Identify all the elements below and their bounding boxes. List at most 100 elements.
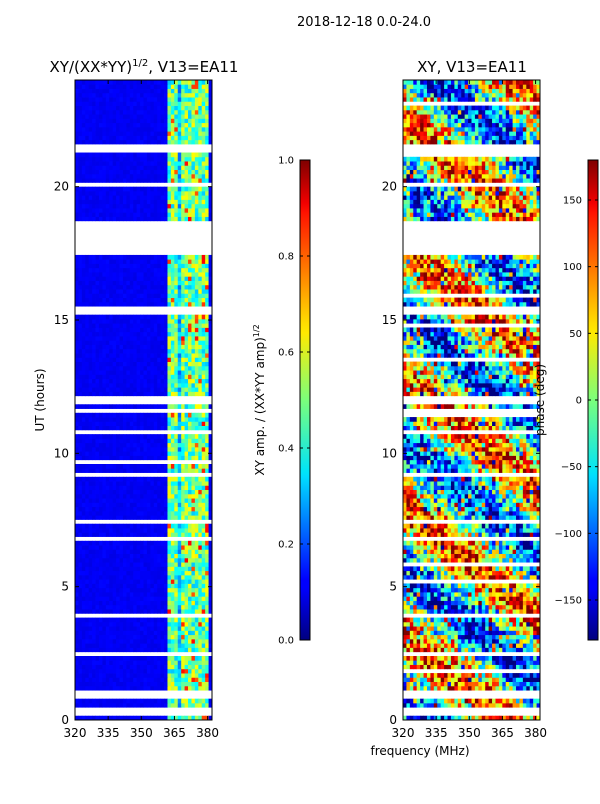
amplitude-heatmap-cell bbox=[120, 545, 124, 550]
amplitude-heatmap-cell bbox=[133, 635, 137, 640]
amplitude-heatmap-cell bbox=[205, 135, 209, 140]
amplitude-heatmap-cell bbox=[191, 259, 195, 264]
amplitude-heatmap-cell bbox=[174, 259, 178, 264]
amplitude-heatmap-cell bbox=[99, 438, 103, 443]
amplitude-heatmap-cell bbox=[82, 545, 86, 550]
amplitude-heatmap-cell bbox=[157, 571, 161, 576]
amplitude-heatmap-cell bbox=[99, 391, 103, 396]
amplitude-heatmap-cell bbox=[89, 212, 93, 217]
amplitude-heatmap-cell bbox=[174, 677, 178, 682]
amplitude-heatmap-cell bbox=[120, 677, 124, 682]
amplitude-heatmap-cell bbox=[120, 323, 124, 328]
amplitude-heatmap-cell bbox=[188, 323, 192, 328]
amplitude-heatmap-cell bbox=[195, 635, 199, 640]
amplitude-heatmap-cell bbox=[102, 366, 106, 371]
amplitude-heatmap-cell bbox=[113, 404, 117, 409]
amplitude-heatmap-cell bbox=[89, 353, 93, 358]
amplitude-heatmap-cell bbox=[78, 89, 82, 94]
amplitude-heatmap-cell bbox=[102, 187, 106, 192]
amplitude-heatmap-cell bbox=[102, 575, 106, 580]
amplitude-heatmap-cell bbox=[174, 366, 178, 371]
amplitude-heatmap-cell bbox=[171, 170, 175, 175]
amplitude-heatmap-cell bbox=[150, 601, 154, 606]
amplitude-heatmap-cell bbox=[147, 618, 151, 623]
amplitude-heatmap-cell bbox=[157, 609, 161, 614]
amplitude-heatmap-cell bbox=[137, 285, 141, 290]
amplitude-heatmap-cell bbox=[78, 84, 82, 89]
amplitude-heatmap-cell bbox=[106, 438, 110, 443]
amplitude-heatmap-cell bbox=[147, 276, 151, 281]
amplitude-heatmap-cell bbox=[89, 665, 93, 670]
amplitude-heatmap-cell bbox=[82, 174, 86, 179]
amplitude-heatmap-cell bbox=[89, 97, 93, 102]
amplitude-heatmap-cell bbox=[106, 362, 110, 367]
amplitude-heatmap-cell bbox=[123, 665, 127, 670]
amplitude-heatmap-cell bbox=[96, 703, 100, 708]
amplitude-heatmap-cell bbox=[154, 315, 158, 320]
amplitude-heatmap-cell bbox=[140, 592, 144, 597]
amplitude-heatmap-cell bbox=[99, 443, 103, 448]
amplitude-heatmap-cell bbox=[92, 686, 96, 691]
amplitude-heatmap-cell bbox=[154, 323, 158, 328]
amplitude-heatmap-cell bbox=[178, 639, 182, 644]
amplitude-heatmap-cell bbox=[78, 468, 82, 473]
amplitude-heatmap-cell bbox=[116, 451, 120, 456]
amplitude-heatmap-cell bbox=[113, 293, 117, 298]
amplitude-heatmap-cell bbox=[99, 370, 103, 375]
amplitude-heatmap-cell bbox=[205, 174, 209, 179]
amplitude-heatmap-cell bbox=[188, 140, 192, 145]
amplitude-heatmap-cell bbox=[133, 276, 137, 281]
amplitude-heatmap-cell bbox=[157, 255, 161, 260]
amplitude-heatmap-cell bbox=[147, 298, 151, 303]
amplitude-heatmap-cell bbox=[85, 353, 89, 358]
amplitude-heatmap-cell bbox=[191, 562, 195, 567]
amplitude-heatmap-cell bbox=[174, 686, 178, 691]
amplitude-heatmap-cell bbox=[178, 622, 182, 627]
amplitude-heatmap-cell bbox=[92, 293, 96, 298]
amplitude-heatmap-cell bbox=[178, 605, 182, 610]
amplitude-heatmap-cell bbox=[109, 332, 113, 337]
amplitude-heatmap-cell bbox=[116, 562, 120, 567]
amplitude-heatmap-cell bbox=[174, 438, 178, 443]
amplitude-heatmap-cell bbox=[96, 89, 100, 94]
amplitude-heatmap-cell bbox=[164, 699, 168, 704]
amplitude-heatmap-cell bbox=[202, 421, 206, 426]
amplitude-heatmap-cell bbox=[167, 545, 171, 550]
amplitude-heatmap-cell bbox=[161, 494, 165, 499]
amplitude-heatmap-cell bbox=[78, 507, 82, 512]
amplitude-heatmap-cell bbox=[144, 327, 148, 332]
amplitude-heatmap-cell bbox=[116, 101, 120, 106]
amplitude-heatmap-cell bbox=[140, 404, 144, 409]
amplitude-heatmap-cell bbox=[130, 682, 134, 687]
amplitude-heatmap-cell bbox=[150, 588, 154, 593]
amplitude-heatmap-cell bbox=[96, 592, 100, 597]
amplitude-heatmap-cell bbox=[174, 673, 178, 678]
amplitude-heatmap-cell bbox=[92, 289, 96, 294]
amplitude-heatmap-cell bbox=[120, 362, 124, 367]
amplitude-heatmap-cell bbox=[123, 127, 127, 132]
amplitude-heatmap-cell bbox=[157, 686, 161, 691]
amplitude-heatmap-cell bbox=[106, 391, 110, 396]
amplitude-heatmap-cell bbox=[161, 217, 165, 222]
amplitude-heatmap-cell bbox=[195, 464, 199, 469]
amplitude-heatmap-cell bbox=[137, 583, 141, 588]
amplitude-heatmap-cell bbox=[140, 255, 144, 260]
amplitude-heatmap-cell bbox=[195, 315, 199, 320]
amplitude-heatmap-cell bbox=[78, 601, 82, 606]
amplitude-heatmap-cell bbox=[82, 298, 86, 303]
amplitude-heatmap-cell bbox=[178, 498, 182, 503]
amplitude-heatmap-cell bbox=[99, 298, 103, 303]
amplitude-heatmap-cell bbox=[144, 545, 148, 550]
amplitude-heatmap-cell bbox=[123, 353, 127, 358]
amplitude-heatmap-cell bbox=[167, 217, 171, 222]
amplitude-heatmap-cell bbox=[181, 255, 185, 260]
amplitude-heatmap-cell bbox=[92, 541, 96, 546]
amplitude-heatmap-cell bbox=[164, 583, 168, 588]
amplitude-heatmap-cell bbox=[167, 80, 171, 85]
amplitude-heatmap-cell bbox=[85, 511, 89, 516]
amplitude-heatmap-cell bbox=[195, 451, 199, 456]
amplitude-heatmap-cell bbox=[181, 562, 185, 567]
amplitude-heatmap-cell bbox=[78, 673, 82, 678]
amplitude-heatmap-cell bbox=[89, 447, 93, 452]
amplitude-heatmap-cell bbox=[202, 686, 206, 691]
